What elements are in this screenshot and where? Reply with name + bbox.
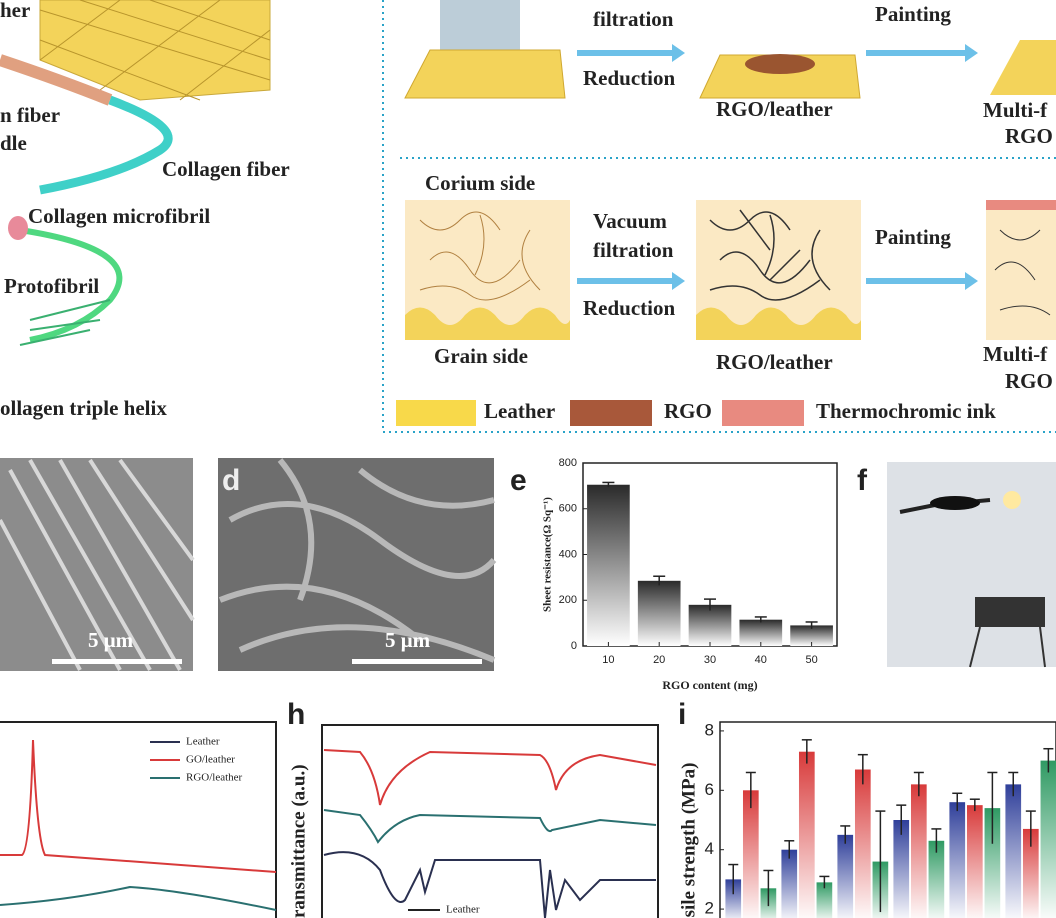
step-label: RGO (1005, 369, 1053, 393)
step-label: RGO/leather (716, 350, 833, 374)
legend-label: Leather (186, 736, 220, 748)
legend-label: Leather (446, 904, 480, 916)
step-label: Painting (875, 2, 951, 26)
bar (910, 784, 927, 918)
y-tick-label: 200 (559, 594, 577, 606)
legend-label: RGO/leather (186, 772, 243, 784)
y-tick-label: 6 (705, 780, 714, 799)
step-label: Multi-f (983, 98, 1048, 122)
bar (1022, 828, 1039, 918)
bar (798, 751, 815, 918)
x-tick-label: 10 (602, 654, 614, 666)
step-label: filtration (593, 7, 674, 31)
bar (742, 790, 759, 918)
panel-b-art (396, 0, 1056, 426)
legend-label: Thermochromic ink (816, 399, 996, 423)
y-tick-label: 4 (705, 839, 714, 858)
label-a: her (0, 0, 30, 22)
x-axis-label: RGO content (mg) (662, 678, 757, 692)
bar (790, 625, 833, 646)
scale-bar-label: 5 μm (385, 628, 431, 652)
bar (1005, 784, 1022, 918)
step-label: filtration (593, 238, 674, 262)
label-a: Protofibril (4, 274, 99, 298)
x-tick-label: 20 (653, 654, 665, 666)
step-label: Multi-f (983, 342, 1048, 366)
y-tick-label: 400 (559, 548, 577, 560)
scale-bar-label: 5 μm (88, 628, 134, 652)
panel-label: d (222, 464, 240, 497)
bar (816, 882, 833, 918)
bar (781, 849, 798, 918)
spectrum-plot (0, 721, 277, 918)
bar (837, 834, 854, 918)
panel-label: i (678, 698, 686, 731)
panel-label: e (510, 464, 527, 497)
bar (1040, 760, 1056, 918)
legend-label: Leather (484, 399, 555, 423)
legend-label: GO/leather (186, 754, 235, 766)
y-tick-label: 0 (571, 640, 577, 652)
bar (966, 805, 983, 918)
legend-label: RGO (664, 399, 712, 423)
bar (725, 879, 742, 918)
step-label: Painting (875, 225, 951, 249)
bar (739, 619, 783, 646)
bar (587, 484, 630, 646)
label-a: ollagen triple helix (0, 396, 167, 420)
bar (688, 604, 732, 646)
panel-a-art (0, 0, 271, 346)
step-label: Reduction (583, 296, 675, 320)
bar (928, 840, 945, 918)
plot-frame (719, 721, 1056, 918)
x-tick-label: 30 (704, 654, 716, 666)
panel-label: h (287, 698, 305, 731)
bar (854, 769, 871, 918)
y-axis-label: sile strength (MPa) (678, 763, 699, 918)
x-tick-label: 50 (805, 654, 817, 666)
panel-label: f (857, 464, 868, 497)
step-label: RGO/leather (716, 97, 833, 121)
label-a: Collagen fiber (162, 157, 290, 181)
bar (637, 580, 681, 646)
y-axis-label: Sheet resistance(Ω Sq⁻¹) (542, 497, 554, 612)
bar (984, 808, 1001, 918)
y-tick-label: 8 (705, 720, 714, 739)
step-label: Grain side (434, 344, 528, 368)
label-a: Collagen microfibril (28, 204, 210, 228)
panel-b-border (382, 0, 1056, 433)
step-label: RGO (1005, 124, 1053, 148)
y-axis-label: ransmittance (a.u.) (288, 764, 309, 918)
label-a: dle (0, 131, 27, 155)
step-label: Reduction (583, 66, 675, 90)
y-tick-label: 800 (559, 457, 577, 469)
x-tick-label: 40 (755, 654, 767, 666)
y-tick-label: 600 (559, 503, 577, 515)
y-tick-label: 2 (705, 899, 714, 918)
label-a: n fiber (0, 103, 60, 127)
spectrum-plot (321, 724, 659, 918)
sem-image (0, 458, 497, 671)
step-label: Corium side (425, 171, 535, 195)
photo (887, 462, 1056, 668)
bar (949, 802, 966, 918)
step-label: Vacuum (593, 209, 667, 233)
bar (893, 820, 910, 918)
